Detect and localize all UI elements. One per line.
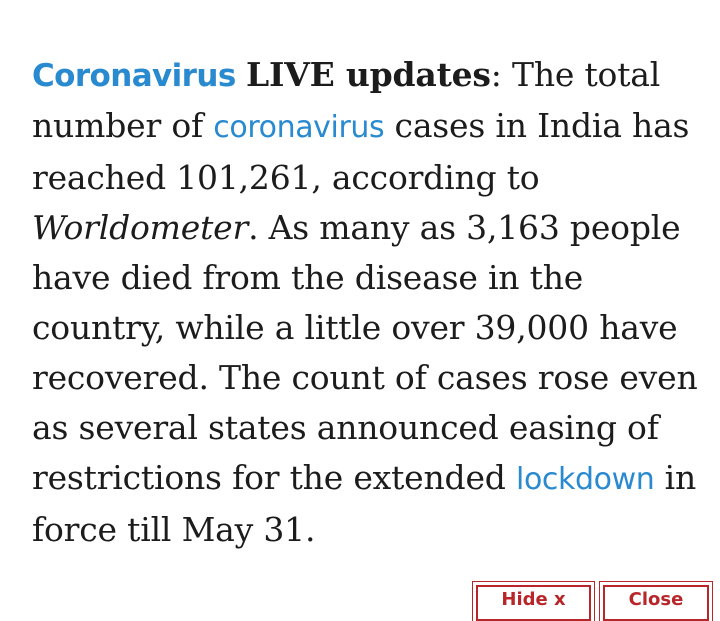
body-text-1: : The total number of (32, 55, 661, 145)
body-text-2: cases in India has reached 101,261, acco… (32, 106, 690, 197)
live-updates-headline: LIVE updates (245, 55, 491, 94)
hide-button[interactable]: Hide x (472, 581, 595, 621)
source-name: Worldometer (32, 208, 249, 247)
live-update-paragraph: Coronavirus LIVE updates: The total numb… (32, 50, 702, 555)
coronavirus-tag-link[interactable]: Coronavirus (32, 58, 236, 94)
close-button[interactable]: Close (599, 581, 713, 621)
coronavirus-link[interactable]: coronavirus (213, 110, 385, 145)
body-text-3: . As many as 3,163 people have died from… (32, 208, 698, 497)
body-text-4: in force till May 31. (32, 458, 697, 549)
lockdown-link[interactable]: lockdown (516, 462, 655, 497)
